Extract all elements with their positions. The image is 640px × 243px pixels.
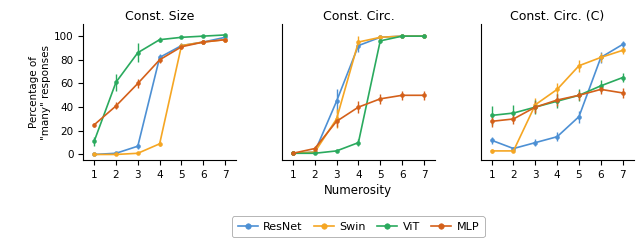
Y-axis label: Percentage of
"many" responses: Percentage of "many" responses [29, 45, 51, 140]
Title: Const. Circ.: Const. Circ. [323, 10, 394, 23]
Title: Const. Circ. (C): Const. Circ. (C) [510, 10, 604, 23]
Title: Const. Size: Const. Size [125, 10, 195, 23]
Legend: ResNet, Swin, ViT, MLP: ResNet, Swin, ViT, MLP [232, 216, 484, 237]
X-axis label: Numerosity: Numerosity [324, 184, 392, 197]
